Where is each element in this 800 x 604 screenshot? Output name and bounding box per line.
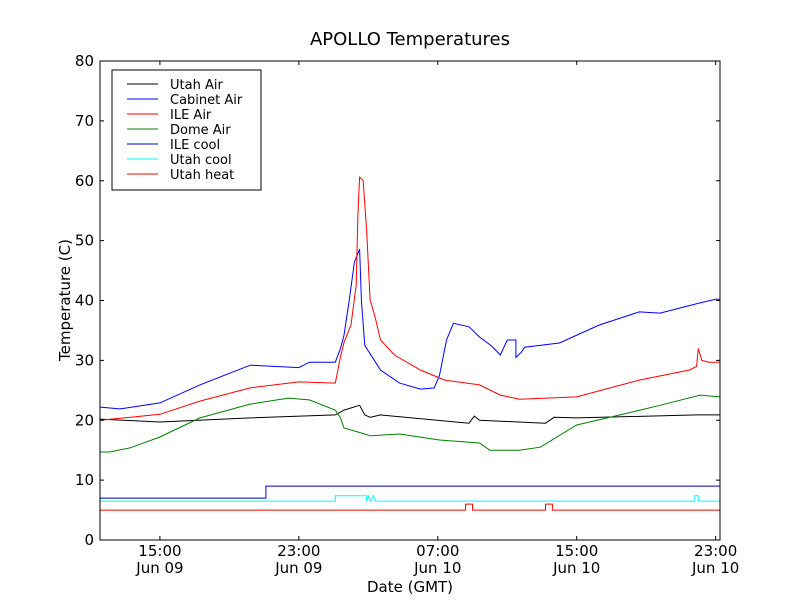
series-layer <box>100 176 720 511</box>
legend-label: ILE cool <box>170 138 220 153</box>
series-line-utah-cool <box>100 494 720 503</box>
y-tick-label: 50 <box>75 232 94 250</box>
x-tick-label-date: Jun 10 <box>691 559 739 577</box>
y-tick-label: 30 <box>75 351 94 369</box>
series-line-utah-heat <box>100 503 720 511</box>
x-tick-label-date: Jun 09 <box>274 559 322 577</box>
y-axis-label: Temperature (C) <box>56 239 74 362</box>
series-line-cabinet-air <box>100 248 720 410</box>
y-tick-label: 40 <box>75 292 94 310</box>
legend-label: Utah Air <box>170 78 223 93</box>
legend-box <box>111 69 262 191</box>
y-tick-label: 10 <box>75 471 94 489</box>
x-tick-label-time: 07:00 <box>416 542 459 560</box>
x-tick-label-time: 15:00 <box>138 542 181 560</box>
legend-label: Utah heat <box>170 168 234 183</box>
y-tick-label: 80 <box>75 52 94 70</box>
legend-label: Cabinet Air <box>170 93 243 108</box>
x-tick-label-date: Jun 09 <box>135 559 183 577</box>
legend-label: ILE Air <box>170 108 212 123</box>
series-line-ile-cool <box>100 485 720 499</box>
x-tick-label-time: 23:00 <box>694 542 737 560</box>
x-tick-label-date: Jun 10 <box>413 559 461 577</box>
legend-label: Utah cool <box>170 153 232 168</box>
series-line-dome-air <box>100 394 720 453</box>
series-line-ile-air <box>100 176 720 421</box>
legend-label: Dome Air <box>170 123 231 138</box>
x-tick-label-time: 23:00 <box>277 542 320 560</box>
series-line-utah-air <box>100 404 720 424</box>
x-axis-label: Date (GMT) <box>367 578 453 596</box>
chart-title: APOLLO Temperatures <box>310 29 510 50</box>
x-tick-label-date: Jun 10 <box>552 559 600 577</box>
y-tick-label: 20 <box>75 411 94 429</box>
y-tick-label: 0 <box>84 531 94 549</box>
y-tick-label: 60 <box>75 172 94 190</box>
x-tick-label-time: 15:00 <box>555 542 598 560</box>
y-tick-label: 70 <box>75 112 94 130</box>
